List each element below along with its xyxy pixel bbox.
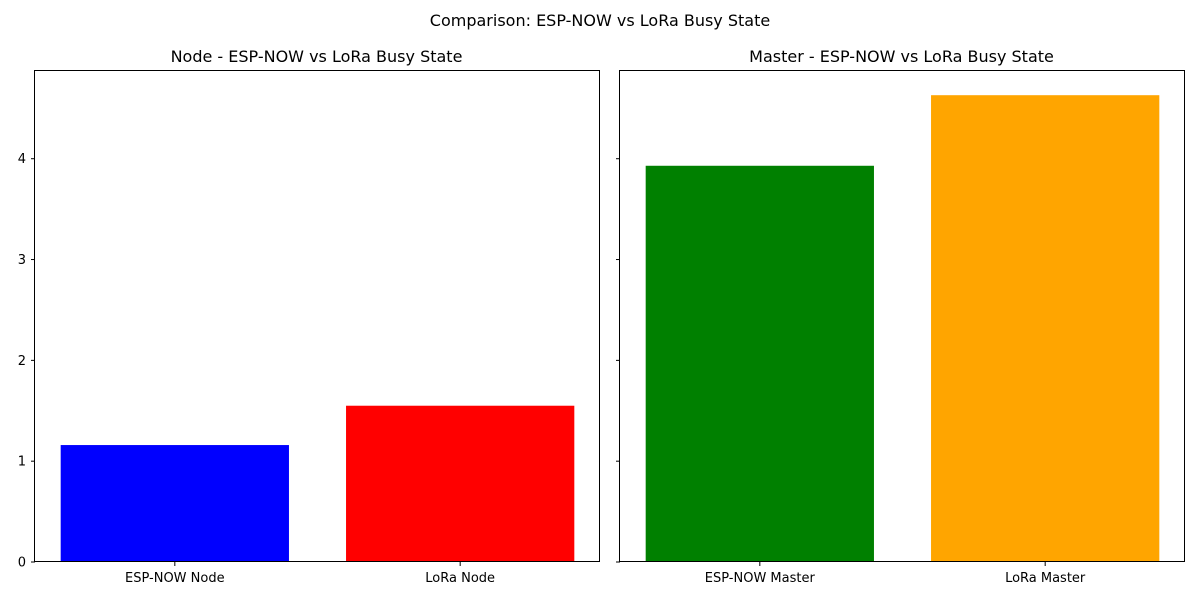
bar-esp-now-master [645, 165, 874, 562]
chart-title-master: Master - ESP-NOW vs LoRa Busy State [749, 47, 1054, 66]
y-tick-label-node-4: 4 [18, 152, 26, 167]
figure-suptitle: Comparison: ESP-NOW vs LoRa Busy State [430, 11, 770, 30]
y-tick-label-node-1: 1 [18, 455, 26, 470]
x-tick-label-esp-now-master: ESP-NOW Master [705, 571, 816, 586]
bar-lora-master [931, 95, 1160, 562]
x-tick-label-lora-master: LoRa Master [1005, 571, 1086, 586]
bars-node [60, 405, 575, 562]
axes-frame-master [619, 70, 1185, 562]
bars-master [645, 95, 1160, 562]
chart-master-busy-state: Master - ESP-NOW vs LoRa Busy State ESP-… [616, 47, 1185, 586]
chart-node-busy-state: Node - ESP-NOW vs LoRa Busy State 01234 … [18, 47, 600, 586]
bar-lora-node [346, 405, 575, 562]
x-tick-label-esp-now-node: ESP-NOW Node [125, 571, 225, 586]
x-axis-master: ESP-NOW Master LoRa Master [705, 562, 1086, 586]
axes-frame-node [34, 70, 600, 562]
y-axis-node: 0 1 2 3 4 [18, 152, 35, 571]
x-tick-label-lora-node: LoRa Node [425, 571, 495, 586]
chart-title-node: Node - ESP-NOW vs LoRa Busy State [171, 47, 463, 66]
y-tick-label-node-0: 0 [18, 556, 26, 571]
y-tick-label-node-3: 3 [18, 253, 26, 268]
x-axis-node: ESP-NOW Node LoRa Node [125, 562, 495, 586]
bar-esp-now-node [60, 445, 289, 562]
y-tick-label-node-2: 2 [18, 354, 26, 369]
